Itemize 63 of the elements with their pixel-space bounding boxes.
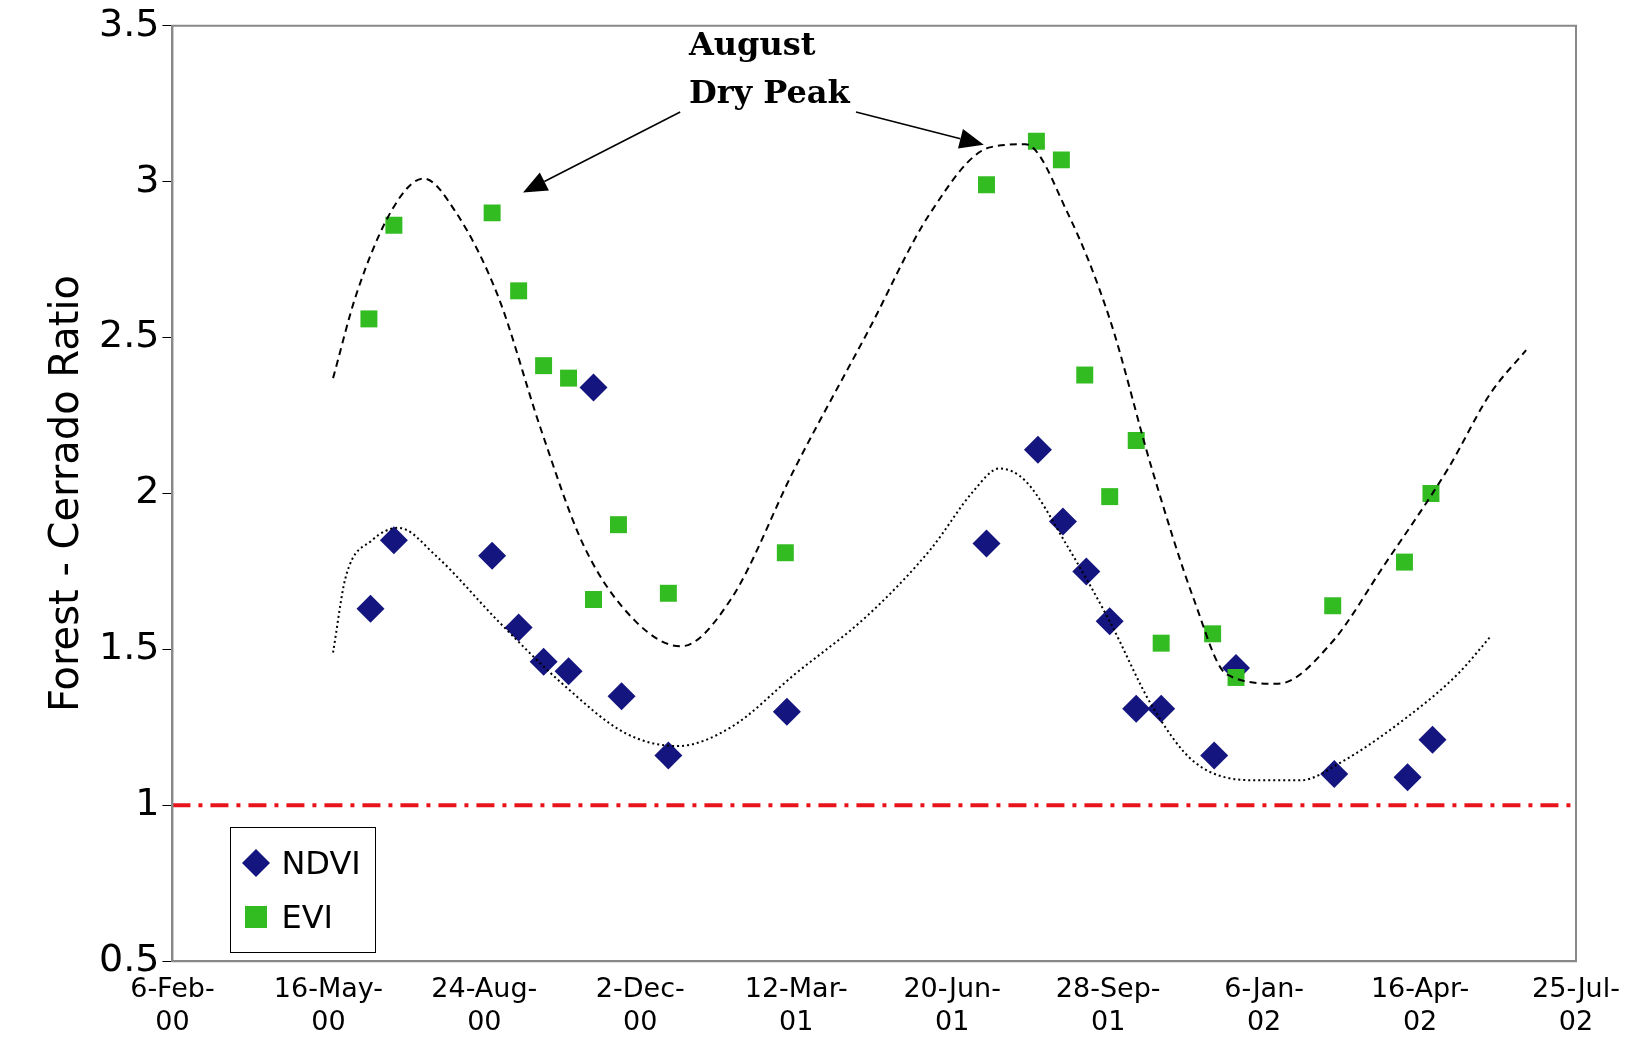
point [579, 373, 608, 402]
point [1023, 435, 1052, 464]
y-tick-label: 2 [135, 468, 160, 513]
point [1200, 741, 1229, 770]
y-tick-label: 3.5 [99, 0, 160, 45]
point [772, 697, 801, 726]
point [1152, 634, 1170, 652]
point [1095, 607, 1124, 636]
point [478, 541, 507, 570]
point [776, 544, 794, 562]
point [1052, 151, 1070, 169]
point [1204, 625, 1222, 643]
point [1027, 132, 1045, 150]
x-tick-label: 28-Sep-01 [1055, 972, 1161, 1036]
point [1393, 763, 1422, 792]
line-series [332, 467, 1492, 782]
point [483, 204, 501, 222]
x-tick-label: 16-May-00 [273, 972, 383, 1036]
point [1076, 366, 1094, 384]
point [1048, 507, 1077, 536]
x-tick-label: 25-Jul-02 [1532, 972, 1620, 1036]
point [560, 369, 578, 387]
point [1395, 553, 1413, 571]
point [978, 176, 995, 194]
x-tick-label: 12-Mar-01 [744, 972, 848, 1036]
point [504, 613, 533, 642]
point [585, 591, 602, 608]
point [1122, 694, 1151, 723]
y-tick-label: 3 [135, 156, 160, 201]
legend-label: EVI [281, 898, 333, 937]
point [654, 741, 683, 770]
y-axis-title: Forest - Cerrado Ratio [41, 274, 88, 713]
point [360, 310, 378, 328]
legend-label: NDVI [281, 844, 361, 883]
point [609, 516, 627, 534]
y-tick-label: 1 [135, 780, 160, 825]
point [529, 647, 558, 676]
point [356, 594, 385, 623]
y-tick-label: 1.5 [99, 624, 160, 669]
point [1324, 597, 1342, 615]
point [1418, 725, 1447, 754]
point [1320, 760, 1349, 789]
x-tick-label: 20-Jun-01 [903, 972, 1001, 1036]
point [379, 526, 408, 555]
x-tick-label: 6-Jan-02 [1224, 972, 1304, 1036]
point [1422, 485, 1440, 502]
point [1101, 488, 1119, 506]
point [1227, 668, 1245, 686]
y-tick-label: 2.5 [99, 312, 160, 357]
point [1072, 557, 1101, 586]
point [1147, 694, 1176, 723]
point [607, 682, 636, 711]
annotation: August Dry Peak [688, 23, 852, 113]
x-tick-label: 2-Dec-00 [595, 972, 685, 1036]
point [535, 357, 553, 375]
point [510, 282, 528, 300]
point [1127, 432, 1145, 449]
x-tick-label: 16-Apr-02 [1370, 972, 1470, 1036]
point [972, 529, 1001, 558]
x-tick-label: 24-Aug-00 [431, 972, 538, 1036]
point [554, 657, 583, 686]
point [385, 216, 403, 234]
point [659, 584, 677, 602]
